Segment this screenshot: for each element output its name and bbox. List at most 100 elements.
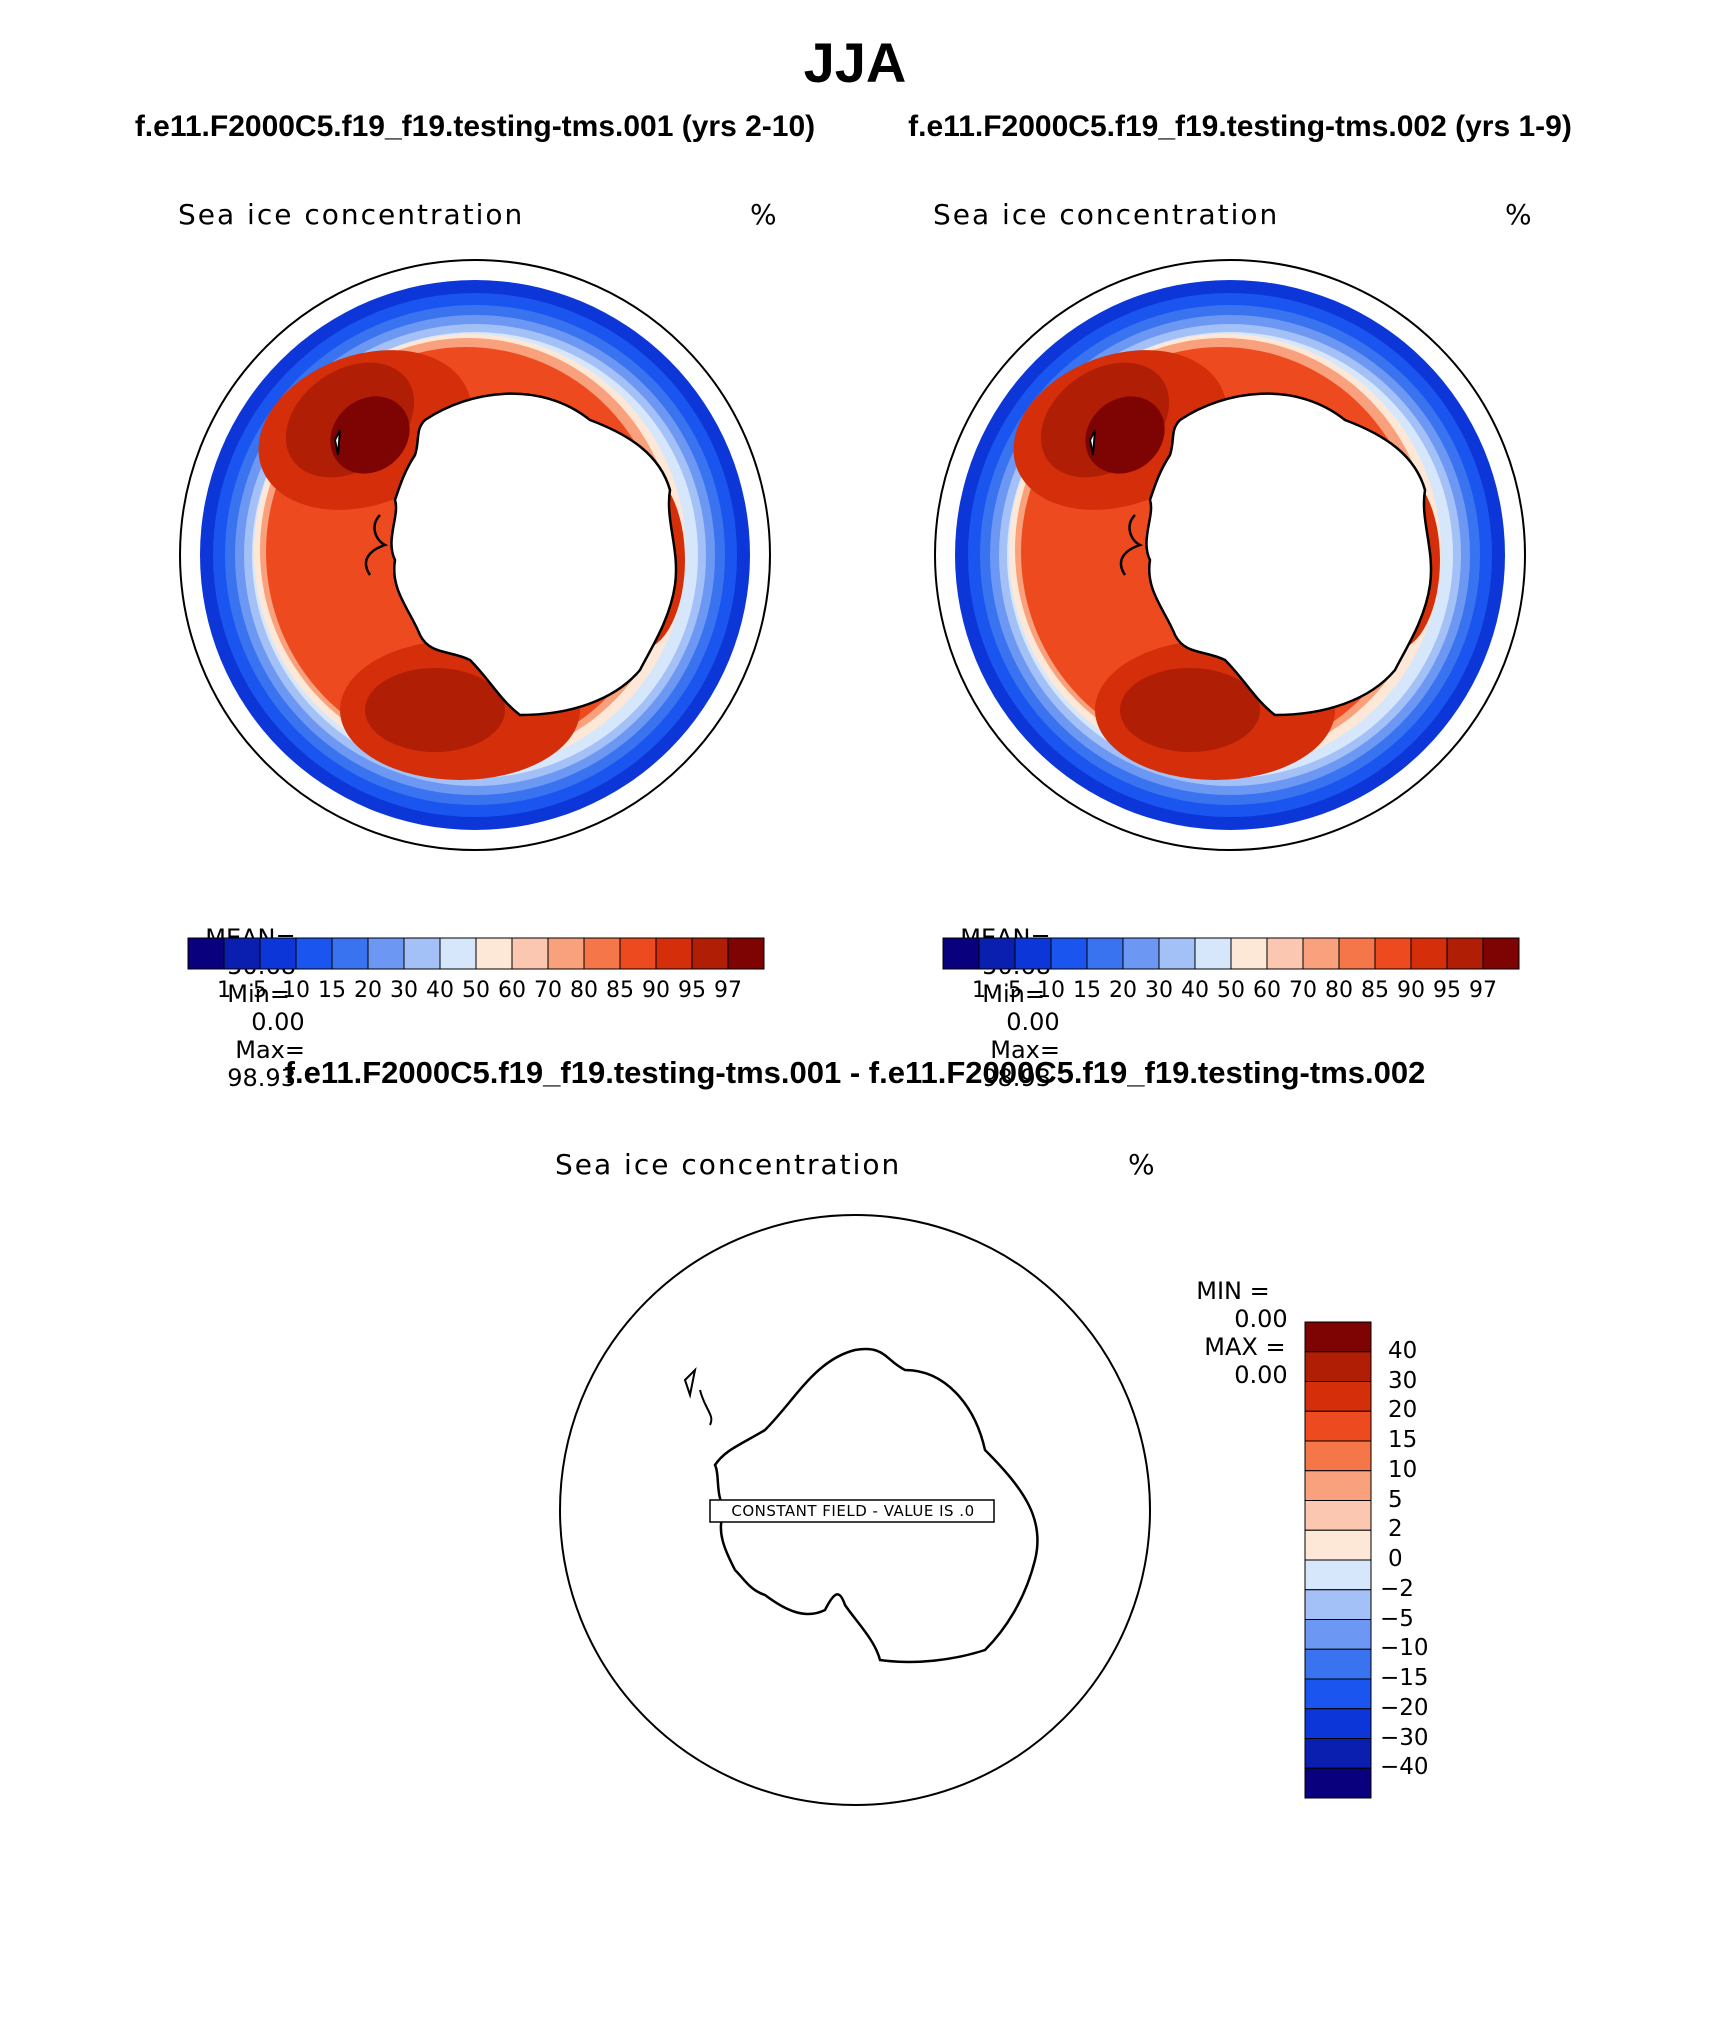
colorbar-box [1446,937,1484,970]
colorbar-tick-label: −5 [1380,1605,1414,1632]
colorbar-tick-label: 97 [1469,978,1497,1003]
colorbar-box [1304,1559,1372,1591]
colorbar-tick-label: 95 [678,978,706,1003]
colorbar-tick-label: 90 [1397,978,1425,1003]
min-label: Min= [982,980,1045,1008]
colorbar-tick-label: 60 [498,978,526,1003]
constant-field-box [709,1499,995,1523]
colorbar-tick-label: −30 [1380,1724,1429,1751]
colorbar-box [439,937,477,970]
min-value: 0.00 [1234,1305,1288,1333]
difference-title: f.e11.F2000C5.f19_f19.testing-tms.001 - … [284,1055,1426,1090]
colorbar-box [331,937,369,970]
colorbar-box [1050,937,1088,970]
colorbar-box [187,937,225,970]
max-label: Max= [990,1036,1060,1064]
colorbar-box [1086,937,1124,970]
colorbar-tick-label: 20 [354,978,382,1003]
colorbar-tick-label: 0 [1388,1546,1403,1572]
colorbar-tick-label: 30 [1145,978,1173,1003]
stats-difference: MIN = 0.00 MAX = 0.00 [1181,1249,1288,1389]
polar-map-left [179,259,771,851]
colorbar-box [1014,937,1052,970]
colorbar-box [223,937,261,970]
colorbar-tick-label: 1 [217,978,231,1003]
colorbar-box [1304,1619,1372,1650]
colorbar-box [583,937,621,970]
colorbar-tick-label: 85 [606,978,634,1003]
colorbar-tick-label: 15 [318,978,346,1003]
colorbar-box [1266,937,1304,970]
case-title-right: f.e11.F2000C5.f19_f19.testing-tms.002 (y… [908,110,1572,143]
colorbar-box [619,937,657,970]
colorbar-box [1304,1351,1372,1382]
colorbar-tick-label: 80 [1325,978,1353,1003]
colorbar-box [475,937,513,970]
colorbar-box [511,937,549,970]
colorbar-box [1230,937,1268,970]
colorbar-box [1482,937,1520,970]
colorbar-box [403,937,441,970]
colorbar-right-labels: 1 5 10 15 20 30 40 50 60 70 80 85 90 95 97 [943,978,1519,1008]
max-value: 98.93 [982,1064,1051,1092]
max-label: Max= [235,1036,305,1064]
polar-map-right [934,259,1526,851]
max-value: 0.00 [1234,1361,1288,1389]
colorbar-tick-label: 2 [1388,1516,1403,1543]
min-value: 0.00 [251,1008,305,1036]
colorbar-tick-label: 60 [1253,978,1281,1003]
max-label: MAX = [1204,1333,1286,1361]
colorbar-tick-label: 15 [1073,978,1101,1003]
colorbar-box [367,937,405,970]
colorbar-tick-label: 70 [534,978,562,1003]
colorbar-tick-label: −10 [1380,1635,1429,1662]
units-label-left: % [750,198,777,231]
constant-field-label: CONSTANT FIELD - VALUE IS .0 [731,1502,975,1520]
colorbar-right [942,937,1520,970]
colorbar-box [1304,1678,1372,1710]
colorbar-box [1304,1648,1372,1680]
colorbar-box [1304,1410,1372,1442]
colorbar-tick-label: 80 [570,978,598,1003]
variable-label-left: Sea ice concentration [178,198,525,231]
colorbar-box [1304,1470,1372,1501]
colorbar-tick-label: −20 [1380,1694,1429,1721]
variable-label-difference: Sea ice concentration [555,1148,902,1181]
colorbar-box [727,937,765,970]
units-label-difference: % [1128,1148,1155,1181]
colorbar-box [1304,1500,1372,1531]
colorbar-box [942,937,980,970]
colorbar-tick-label: −40 [1380,1754,1429,1781]
colorbar-box [1410,937,1448,970]
colorbar-box [1304,1589,1372,1620]
case-title-left: f.e11.F2000C5.f19_f19.testing-tms.001 (y… [134,110,816,143]
polar-map-difference [559,1214,1151,1806]
colorbar-tick-label: 1 [972,978,986,1003]
colorbar-tick-label: 10 [282,978,310,1003]
colorbar-box [547,937,585,970]
colorbar-tick-label: −2 [1380,1575,1414,1602]
variable-label-right: Sea ice concentration [933,198,1280,231]
colorbar-tick-label: 50 [1217,978,1245,1003]
colorbar-box [259,937,297,970]
max-value: 98.93 [227,1064,296,1092]
map-boundary [934,259,1526,851]
colorbar-box [1338,937,1376,970]
colorbar-box [1304,1738,1372,1769]
colorbar-tick-label: 5 [1008,978,1022,1003]
colorbar-tick-label: 20 [1388,1397,1418,1424]
colorbar-tick-label: 95 [1433,978,1461,1003]
colorbar-box [1304,1529,1372,1561]
colorbar-tick-label: 70 [1289,978,1317,1003]
colorbar-box [1122,937,1160,970]
colorbar-box [1304,1440,1372,1472]
colorbar-left-labels: 1 5 10 15 20 30 40 50 60 70 80 85 90 95 97 [188,978,764,1008]
colorbar-box [655,937,693,970]
colorbar-box [1302,937,1340,970]
colorbar-tick-label: 10 [1388,1456,1418,1483]
colorbar-tick-label: 30 [1388,1367,1418,1394]
colorbar-box [1304,1767,1372,1799]
units-label-right: % [1505,198,1532,231]
colorbar-tick-label: 5 [1388,1486,1403,1513]
antarctica-landmass [333,392,678,717]
